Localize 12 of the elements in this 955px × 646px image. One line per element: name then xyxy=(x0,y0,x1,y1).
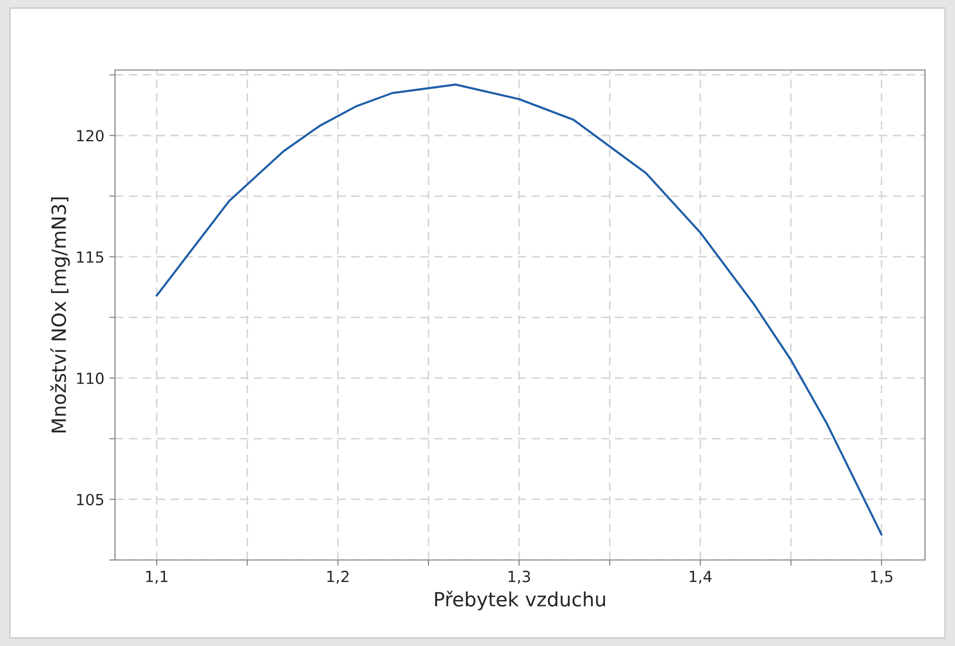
line-series xyxy=(156,84,883,536)
y-tick-label: 115 xyxy=(77,251,104,263)
y-axis-title: Množství NOx [mg/mN3] xyxy=(50,197,70,432)
y-tick-label: 105 xyxy=(77,494,104,506)
x-tick-label: 1,1 xyxy=(146,570,168,584)
x-tick-label: 1,3 xyxy=(508,570,530,584)
x-tick-label: 1,2 xyxy=(327,570,349,584)
y-tick-label: 120 xyxy=(77,130,104,142)
x-axis-title: Přebytek vzduchu xyxy=(435,590,605,610)
x-tick-label: 1,4 xyxy=(690,570,712,584)
y-tick-label: 110 xyxy=(77,372,104,384)
x-tick-label: 1,5 xyxy=(871,570,892,584)
